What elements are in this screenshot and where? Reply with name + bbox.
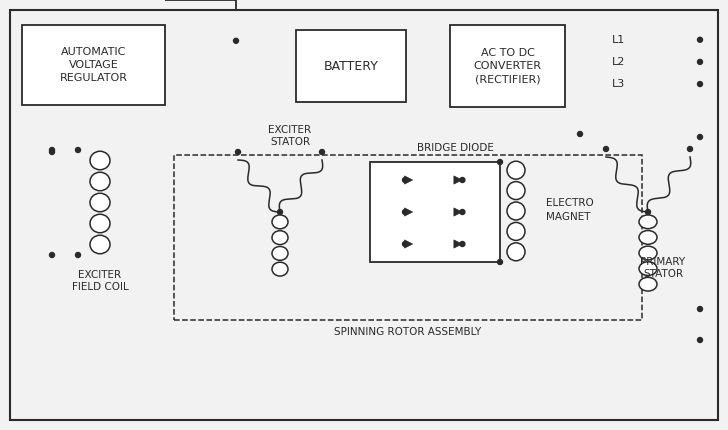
Circle shape xyxy=(697,135,703,139)
Ellipse shape xyxy=(507,222,525,240)
Ellipse shape xyxy=(90,235,110,254)
Circle shape xyxy=(697,338,703,343)
Bar xyxy=(370,162,500,262)
Circle shape xyxy=(687,147,692,151)
Circle shape xyxy=(320,150,325,154)
Ellipse shape xyxy=(272,215,288,229)
Text: BATTERY: BATTERY xyxy=(323,59,379,73)
Text: EXCITER: EXCITER xyxy=(269,125,312,135)
Circle shape xyxy=(50,147,55,153)
Bar xyxy=(174,155,642,320)
Polygon shape xyxy=(405,208,413,216)
Text: REGULATOR: REGULATOR xyxy=(60,73,127,83)
Circle shape xyxy=(460,209,465,215)
Text: BRIDGE DIODE: BRIDGE DIODE xyxy=(416,143,494,153)
Ellipse shape xyxy=(90,214,110,233)
Ellipse shape xyxy=(90,172,110,191)
Text: STATOR: STATOR xyxy=(270,137,310,147)
Ellipse shape xyxy=(507,181,525,200)
Text: CONVERTER: CONVERTER xyxy=(473,61,542,71)
Circle shape xyxy=(577,132,582,136)
Ellipse shape xyxy=(90,193,110,212)
Text: STATOR: STATOR xyxy=(643,269,683,279)
Ellipse shape xyxy=(507,243,525,261)
Text: L1: L1 xyxy=(612,35,625,45)
Circle shape xyxy=(403,209,408,215)
Circle shape xyxy=(697,307,703,311)
Circle shape xyxy=(76,252,81,258)
Ellipse shape xyxy=(507,161,525,179)
Circle shape xyxy=(497,160,502,165)
Circle shape xyxy=(50,252,55,258)
Ellipse shape xyxy=(272,230,288,245)
Text: EXCITER: EXCITER xyxy=(79,270,122,280)
Bar xyxy=(22,25,165,105)
Circle shape xyxy=(460,178,465,182)
Polygon shape xyxy=(454,240,462,248)
Circle shape xyxy=(697,37,703,42)
Ellipse shape xyxy=(90,151,110,170)
Text: L2: L2 xyxy=(612,57,625,67)
Circle shape xyxy=(697,59,703,64)
Text: MAGNET: MAGNET xyxy=(546,212,590,222)
Circle shape xyxy=(697,82,703,86)
Ellipse shape xyxy=(272,262,288,276)
Circle shape xyxy=(76,147,81,153)
Ellipse shape xyxy=(639,215,657,229)
Text: AC TO DC: AC TO DC xyxy=(480,48,534,58)
Polygon shape xyxy=(405,176,413,184)
Ellipse shape xyxy=(639,246,657,260)
Bar xyxy=(296,30,406,102)
Polygon shape xyxy=(405,240,413,248)
Circle shape xyxy=(235,150,240,154)
Circle shape xyxy=(403,178,408,182)
Ellipse shape xyxy=(272,246,288,260)
Circle shape xyxy=(604,147,609,151)
Text: FIELD COIL: FIELD COIL xyxy=(71,282,128,292)
Polygon shape xyxy=(454,208,462,216)
Circle shape xyxy=(50,150,55,154)
Circle shape xyxy=(646,209,651,215)
Text: SPINNING ROTOR ASSEMBLY: SPINNING ROTOR ASSEMBLY xyxy=(334,327,482,337)
Text: VOLTAGE: VOLTAGE xyxy=(68,60,119,70)
Circle shape xyxy=(277,209,282,215)
Ellipse shape xyxy=(639,277,657,291)
Text: (RECTIFIER): (RECTIFIER) xyxy=(475,74,540,84)
Polygon shape xyxy=(454,176,462,184)
Ellipse shape xyxy=(507,202,525,220)
Text: AUTOMATIC: AUTOMATIC xyxy=(61,47,126,57)
Circle shape xyxy=(497,259,502,264)
Bar xyxy=(450,25,565,107)
Ellipse shape xyxy=(639,262,657,276)
Text: L3: L3 xyxy=(612,79,625,89)
Text: ELECTRO: ELECTRO xyxy=(546,198,594,208)
Ellipse shape xyxy=(639,230,657,244)
Circle shape xyxy=(460,242,465,246)
Text: PRIMARY: PRIMARY xyxy=(641,257,686,267)
Circle shape xyxy=(234,38,239,43)
Circle shape xyxy=(403,242,408,246)
